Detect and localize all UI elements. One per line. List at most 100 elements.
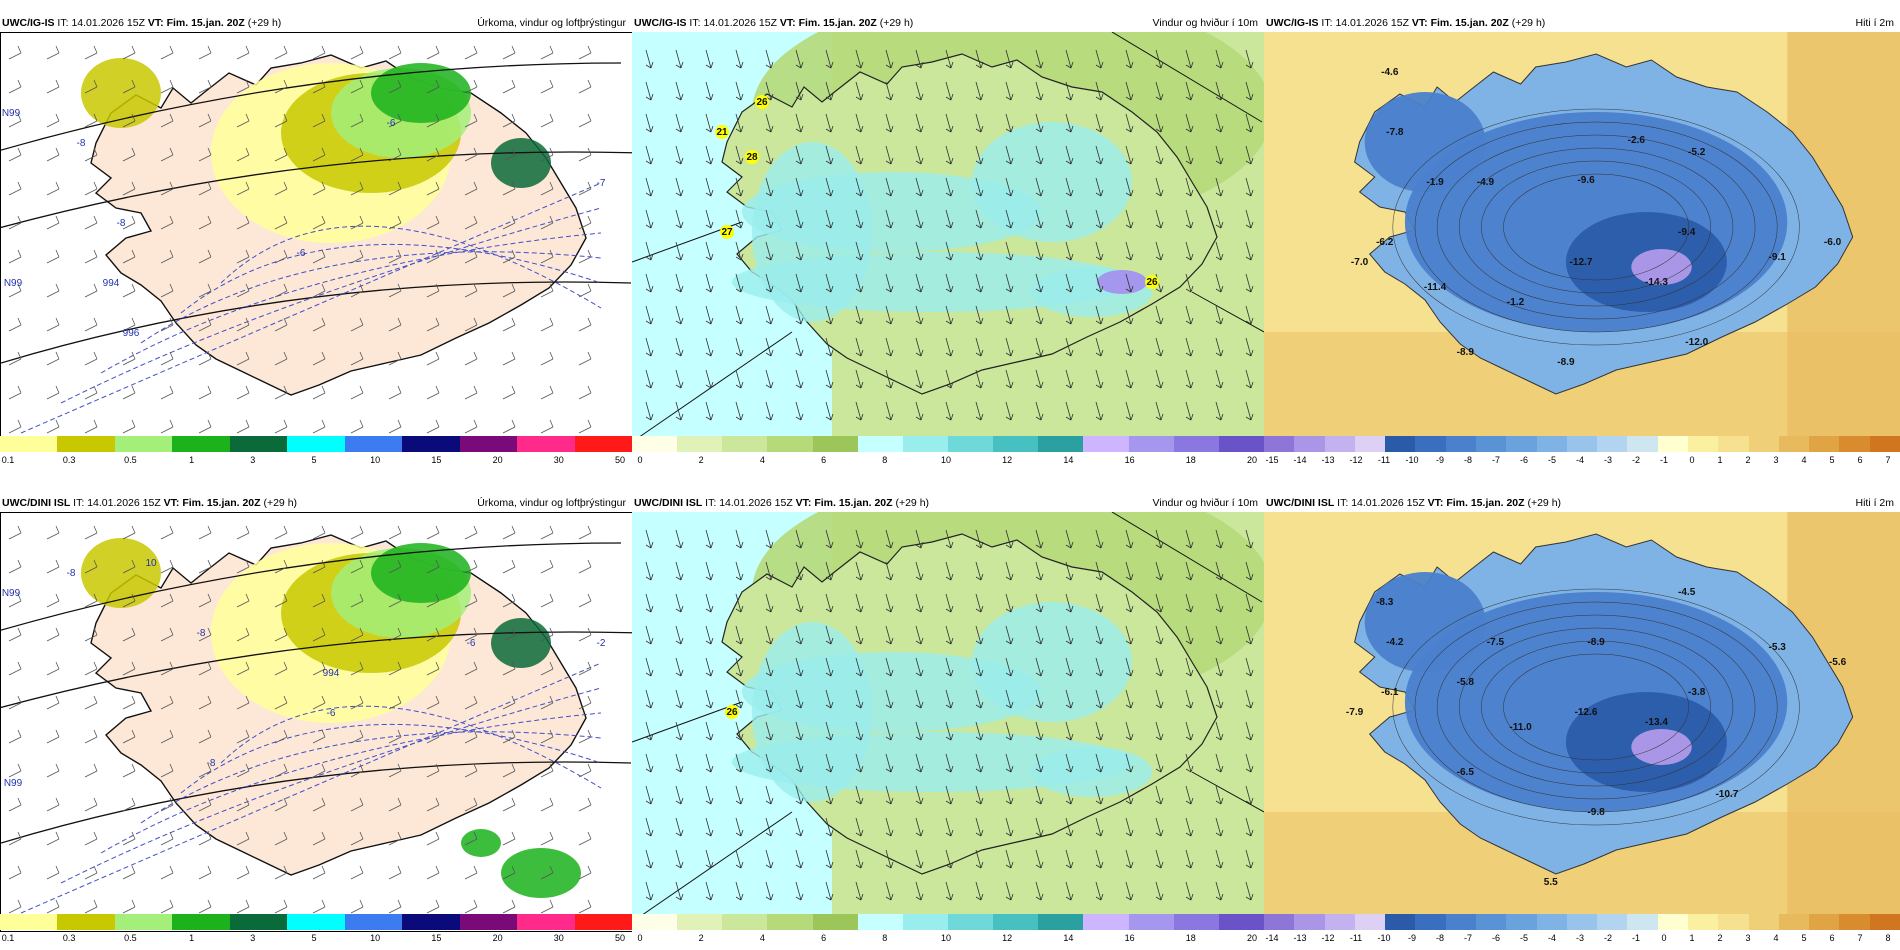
valid-time-label: VT: xyxy=(147,17,164,29)
colorbar-tick: 0.3 xyxy=(62,933,76,943)
wind-barb xyxy=(578,559,592,574)
wind-arrow xyxy=(1035,49,1044,69)
wind-arrow xyxy=(1065,241,1074,261)
wind-barb xyxy=(578,797,592,812)
wind-barb xyxy=(122,45,136,60)
colorbar-ticks: 0.1 0.3 0.5 1 3 5 10 15 20 30 50 xyxy=(0,932,632,944)
map-view[interactable]: -8 -8 -6 -6 -7 994 996 N99 N99 xyxy=(0,32,632,452)
wind-arrow xyxy=(1035,881,1044,901)
map-view[interactable]: -8.3 -4.5 -4.2 -7.5 -8.9 -5.3 -5.6 -5.8 -6.1 -7.9… xyxy=(1264,512,1900,930)
wind-arrow xyxy=(645,401,654,421)
wind-barb xyxy=(8,113,22,128)
wind-arrow xyxy=(1215,241,1224,261)
wind-barb xyxy=(388,317,402,332)
temperature-label: -10.7 xyxy=(1715,789,1738,800)
precip-area xyxy=(81,538,161,608)
wind-barb xyxy=(160,249,174,264)
colorbar-tick: 8 xyxy=(1885,933,1891,943)
colorbar-tick: -12 xyxy=(1321,933,1335,943)
map-view[interactable]: -4.6 -7.8 -2.6 -5.2 -1.9 -4.9 -9.6 -9.4 -6.2 -7.0… xyxy=(1264,32,1900,450)
wind-barb xyxy=(578,593,592,608)
wind-barb xyxy=(46,865,60,880)
wind-barb xyxy=(502,899,516,914)
wind-arrow xyxy=(945,817,954,837)
wind-barb xyxy=(122,317,136,332)
wind-arrow xyxy=(1215,81,1224,101)
wind-barb xyxy=(198,351,212,366)
wind-barb xyxy=(350,831,364,846)
colorbar-swatch xyxy=(677,436,723,452)
wind-barb xyxy=(236,695,250,710)
wind-barb xyxy=(312,419,326,434)
contour-label: -7 xyxy=(597,178,606,189)
temperature-contour xyxy=(220,705,602,789)
wind-arrow xyxy=(1185,721,1194,741)
colorbar-tick: 14 xyxy=(1063,455,1074,465)
wind-barb xyxy=(84,249,98,264)
wind-arrow xyxy=(645,753,654,773)
wind-barb xyxy=(122,419,136,434)
wind-barb xyxy=(426,317,440,332)
wind-arrow xyxy=(1245,81,1254,101)
wind-barb xyxy=(426,419,440,434)
wind-arrow xyxy=(825,785,834,805)
wind-arrow xyxy=(1065,145,1074,165)
wind-barb xyxy=(578,249,592,264)
map-view[interactable]: 26 xyxy=(632,512,1264,930)
map-view[interactable]: 26 21 28 27 26 xyxy=(632,32,1264,450)
wind-arrow xyxy=(1155,849,1164,869)
map-view[interactable]: -8 10 -8 -6 -6 -2 -8 994 N99 N99 xyxy=(0,512,632,932)
gust-label: 27 xyxy=(721,227,733,238)
wind-barb xyxy=(274,865,288,880)
wind-arrow xyxy=(735,849,744,869)
wind-barb xyxy=(540,831,554,846)
map-canvas: -8.3 -4.5 -4.2 -7.5 -8.9 -5.3 -5.6 -5.8 -6.1 -7.9… xyxy=(1264,512,1900,930)
wind-arrow xyxy=(765,849,774,869)
wind-barb xyxy=(312,831,326,846)
wind-barb xyxy=(426,351,440,366)
temp-panel: UWC/IG-IS IT: 14.01.2026 15Z VT: Fim. 15… xyxy=(1264,14,1900,468)
wind-arrow xyxy=(1095,209,1104,229)
wind-barb xyxy=(312,763,326,778)
wind-barb xyxy=(8,797,22,812)
wind-arrow xyxy=(1155,817,1164,837)
isotherm xyxy=(1503,173,1689,281)
wind-arrow xyxy=(795,241,804,261)
isotherm xyxy=(1458,627,1734,787)
wind-barb xyxy=(350,627,364,642)
wind-arrow xyxy=(825,753,834,773)
wind-arrow xyxy=(915,689,924,709)
wind-barb xyxy=(46,525,60,540)
colorbar-swatch xyxy=(229,436,288,452)
wind-barb xyxy=(350,729,364,744)
wind-barb xyxy=(46,249,60,264)
wind-barb xyxy=(46,215,60,230)
panel-header: UWC/DINI ISL IT: 14.01.2026 15Z VT: Fim.… xyxy=(1264,494,1900,512)
wind-barb xyxy=(8,45,22,60)
wind-arrow xyxy=(1065,305,1074,325)
wind-band xyxy=(752,142,872,322)
wind-arrow xyxy=(855,881,864,901)
wind-arrow xyxy=(915,241,924,261)
wind-barb xyxy=(160,593,174,608)
wind-arrow xyxy=(1035,593,1044,613)
colorbar-tick: -3 xyxy=(1575,933,1585,943)
wind-arrow xyxy=(1185,369,1194,389)
colorbar-ticks: 0.1 0.3 0.5 1 3 5 10 15 20 30 50 xyxy=(0,454,632,466)
lead-time: (+29 h) xyxy=(263,497,298,509)
wind-arrow xyxy=(945,561,954,581)
wind-arrow xyxy=(675,113,684,133)
wind-barb xyxy=(388,899,402,914)
wind-arrow xyxy=(915,49,924,69)
wind-barb xyxy=(540,797,554,812)
colorbar-swatch xyxy=(1218,436,1264,452)
wind-arrow xyxy=(1095,177,1104,197)
colorbar-swatch xyxy=(812,436,859,452)
wind-barb xyxy=(198,181,212,196)
wind-arrow xyxy=(1155,721,1164,741)
wind-arrow xyxy=(1035,145,1044,165)
wind-arrow xyxy=(1065,721,1074,741)
wind-barb xyxy=(274,525,288,540)
wind-arrow xyxy=(885,49,894,69)
wind-barb xyxy=(198,317,212,332)
